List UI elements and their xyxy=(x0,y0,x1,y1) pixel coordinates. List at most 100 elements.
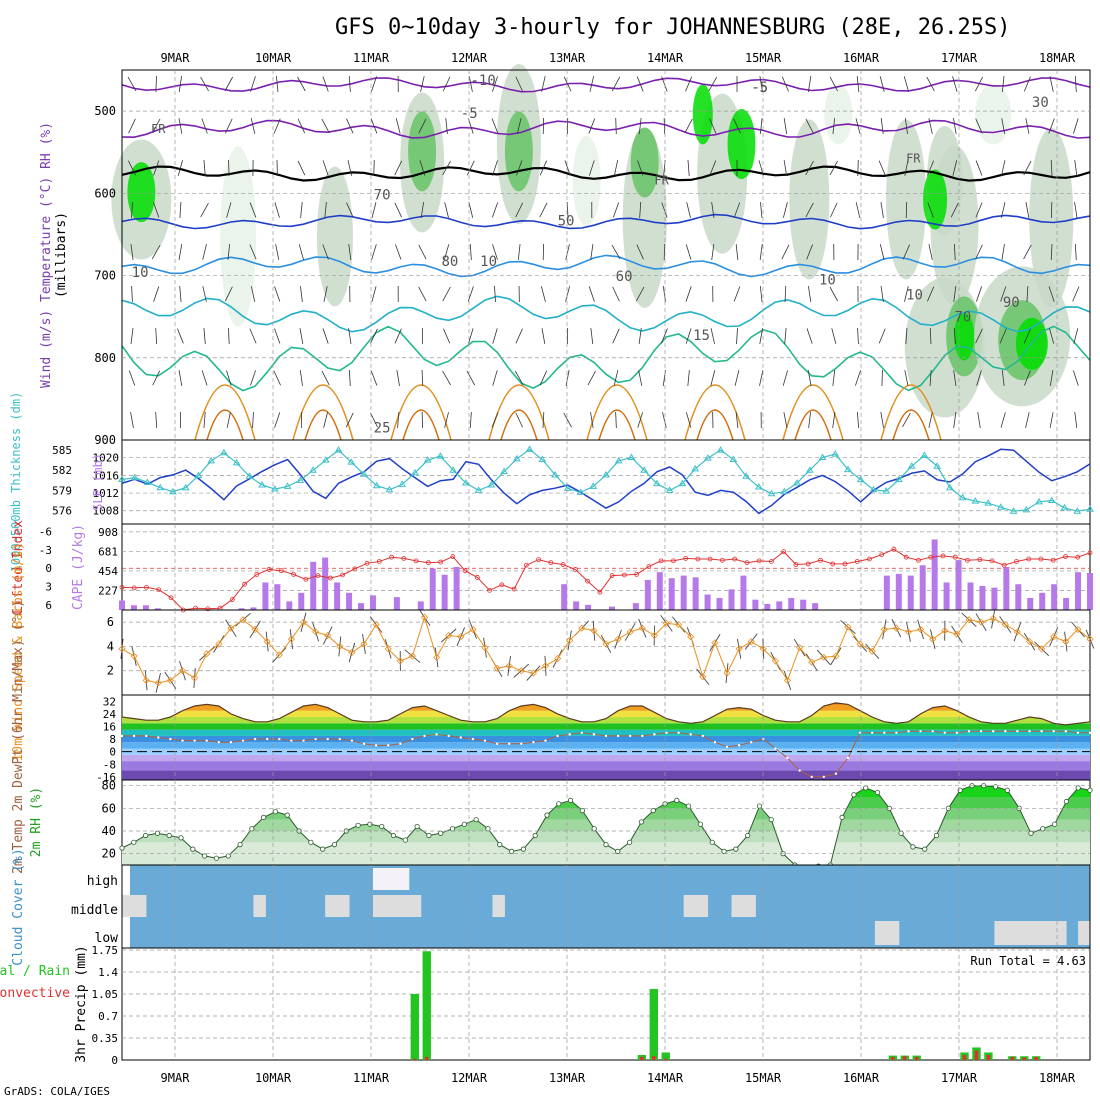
rh-marker xyxy=(415,824,419,828)
precip-frame xyxy=(122,948,1090,1060)
dewpoint-marker xyxy=(593,733,595,735)
cloud-tick-label: middle xyxy=(71,903,118,918)
convective-bar xyxy=(652,1056,656,1060)
temp-color-bands xyxy=(122,695,1090,780)
cape-tick-label: 681 xyxy=(98,545,118,558)
dewpoint-marker xyxy=(919,730,921,732)
bottom-date-label: 9MAR xyxy=(161,1071,191,1085)
rh-marker xyxy=(509,849,513,853)
cape-bar xyxy=(932,539,938,610)
rh-marker xyxy=(462,822,466,826)
convective-bar xyxy=(413,1059,417,1060)
dewpoint-marker xyxy=(556,735,558,737)
temp-band xyxy=(122,698,1090,704)
cape-bar xyxy=(705,595,711,610)
precip-tick-label: 0.35 xyxy=(92,1032,119,1045)
rh-marker xyxy=(651,808,655,812)
convective-bar xyxy=(1011,1057,1015,1060)
cape-bar xyxy=(585,605,591,610)
cloud-cell xyxy=(731,895,743,917)
top-date-label: 17MAR xyxy=(941,51,978,65)
cape-bar xyxy=(956,560,962,610)
dewpoint-marker xyxy=(145,735,147,737)
upper-air-ylabel: Wind (m/s) Temperature (°C) RH (%) xyxy=(39,122,54,388)
cape-bar xyxy=(657,572,663,610)
cloud-cell xyxy=(743,895,755,917)
cape-bar xyxy=(310,562,316,610)
cloud-cell xyxy=(875,921,887,945)
rh-marker xyxy=(368,822,372,826)
rh-marker xyxy=(1005,788,1009,792)
precip-legend-convective: Convective xyxy=(0,986,70,1001)
cloud-cell xyxy=(385,895,397,917)
contour-label: 70 xyxy=(954,310,971,326)
wind-tick-label: 4 xyxy=(107,639,114,653)
cape-bar xyxy=(274,584,280,610)
contour-label: 60 xyxy=(616,269,633,285)
dewpoint-marker xyxy=(484,739,486,741)
dewpoint-marker xyxy=(847,757,849,759)
cape-bar xyxy=(418,601,424,610)
cape-bar xyxy=(908,576,914,610)
rh-marker xyxy=(1041,827,1045,831)
rh-marker xyxy=(852,793,856,797)
bottom-date-label: 10MAR xyxy=(255,1071,292,1085)
rh-marker xyxy=(545,813,549,817)
temp-band xyxy=(122,723,1090,729)
rh-marker xyxy=(498,842,502,846)
dewpoint-marker xyxy=(351,739,353,741)
cloud-cell xyxy=(337,895,349,917)
rh-marker xyxy=(840,815,844,819)
contour-label: FR xyxy=(906,152,921,166)
cloud-cell xyxy=(1018,921,1030,945)
pressure-tick-label: 700 xyxy=(94,269,116,283)
upper-air-panel: 500600700800900-10-5-5-5FRFRFR1010101525… xyxy=(39,64,1090,447)
temp-band xyxy=(122,761,1090,770)
contour-label: 30 xyxy=(1032,95,1049,111)
dewpoint-marker xyxy=(569,733,571,735)
convective-bar xyxy=(903,1056,907,1060)
upper-wind-barb xyxy=(882,370,883,386)
dewpoint-marker xyxy=(774,747,776,749)
bottom-date-label: 16MAR xyxy=(843,1071,880,1085)
rh-marker xyxy=(958,788,962,792)
top-date-label: 15MAR xyxy=(745,51,782,65)
rh-marker xyxy=(167,833,171,837)
precip-tick-label: 1.4 xyxy=(98,966,118,979)
convective-bar xyxy=(425,1057,429,1060)
cape-bar xyxy=(298,593,304,610)
dewpoint-marker xyxy=(254,738,256,740)
dewpoint-marker xyxy=(290,739,292,741)
temp-band xyxy=(122,755,1090,761)
cloud-cell xyxy=(122,895,134,917)
rh-marker xyxy=(403,838,407,842)
dewpoint-marker xyxy=(1004,730,1006,732)
cloud-cell xyxy=(492,895,504,917)
pressure-tick-label: 600 xyxy=(94,186,116,200)
thickness-tick-label: 579 xyxy=(52,484,72,497)
precip-tick-label: 1.75 xyxy=(92,944,119,957)
cape-bar xyxy=(573,601,579,610)
cape-bar xyxy=(693,577,699,610)
dewpoint-marker xyxy=(1089,732,1091,734)
rh-marker xyxy=(179,836,183,840)
convective-bar xyxy=(891,1057,895,1060)
pressure-tick-label: 500 xyxy=(94,104,116,118)
rh-band xyxy=(122,820,1090,831)
cloud-cell xyxy=(994,921,1006,945)
cape-bar xyxy=(143,605,149,610)
cloud-cell xyxy=(684,895,696,917)
convective-bar xyxy=(987,1055,991,1060)
cape-bar xyxy=(920,565,926,610)
cloud-cell xyxy=(887,921,899,945)
dewpoint-marker xyxy=(242,739,244,741)
dewpoint-marker xyxy=(532,741,534,743)
lifted-index-tick-label: -3 xyxy=(39,544,52,557)
cape-bar xyxy=(394,597,400,610)
dewpoint-marker xyxy=(629,735,631,737)
convective-bar xyxy=(1022,1057,1026,1060)
rh-band xyxy=(122,797,1090,808)
rh-marker xyxy=(639,820,643,824)
cape-bar xyxy=(740,576,746,610)
cape-bar xyxy=(561,584,567,610)
